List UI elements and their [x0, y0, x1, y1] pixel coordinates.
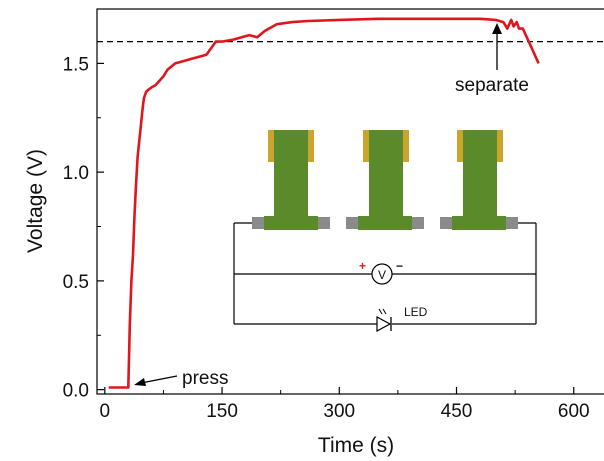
- contact-1b: [318, 217, 330, 229]
- y-tick-label: 1.5: [63, 54, 89, 75]
- x-tick-label: 150: [206, 401, 238, 422]
- contact-2a: [346, 217, 358, 229]
- annotation-separate: separate: [455, 23, 529, 96]
- pillar-base-1: [264, 216, 318, 230]
- pillar-base-3: [452, 216, 506, 230]
- y-tick-label: 0.0: [63, 381, 89, 402]
- led-ray-1: [378, 308, 383, 315]
- x-axis-ticks: 0 150 300 450 600: [100, 387, 590, 422]
- pillar-base-2: [358, 216, 412, 230]
- x-tick-label: 600: [558, 401, 590, 422]
- led-label: LED: [404, 305, 428, 319]
- press-arrowhead: [134, 378, 146, 386]
- led-diode-icon: [376, 315, 392, 333]
- press-label: press: [182, 368, 228, 389]
- y-axis-ticks: 0.0 0.5 1.0 1.5: [63, 54, 104, 402]
- series-line-voltage: [108, 17, 540, 389]
- y-tick-label: 1.0: [63, 163, 89, 184]
- contact-1a: [252, 217, 264, 229]
- y-axis-title: Voltage (V): [24, 149, 47, 253]
- separate-label: separate: [455, 75, 529, 96]
- voltmeter-plus: +: [359, 259, 366, 273]
- contact-3b: [506, 217, 518, 229]
- pillar-1: [274, 130, 308, 216]
- voltmeter-icon: [371, 263, 393, 285]
- contact-2b: [412, 217, 424, 229]
- annotation-press: press: [134, 368, 228, 389]
- y-tick-label: 0.5: [63, 272, 89, 293]
- plot-frame: [96, 8, 604, 395]
- inset-schematic: V + − LED: [233, 130, 537, 333]
- voltmeter-symbol: V: [378, 268, 386, 282]
- contact-3a: [440, 217, 452, 229]
- x-tick-label: 450: [441, 401, 473, 422]
- separate-arrowhead: [492, 23, 502, 34]
- led-ray-2: [382, 308, 387, 315]
- x-tick-label: 300: [323, 401, 355, 422]
- x-tick-label: 0: [100, 401, 111, 422]
- x-axis-title: Time (s): [318, 434, 394, 457]
- pillar-3: [463, 130, 497, 216]
- voltmeter-minus: −: [396, 259, 403, 273]
- pillar-2: [369, 130, 403, 216]
- press-arrow-line: [140, 375, 178, 384]
